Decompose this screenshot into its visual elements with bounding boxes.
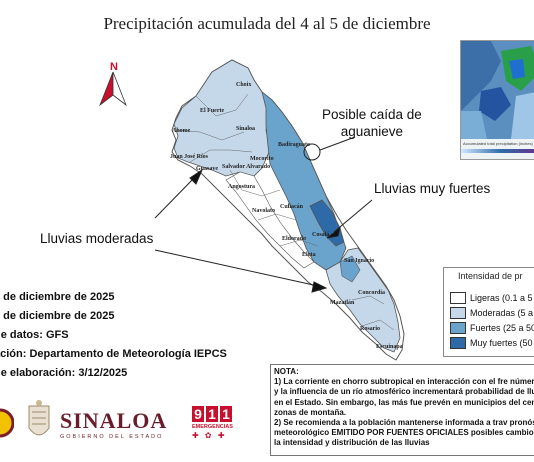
legend-item: Fuertes (25 a 50 bbox=[450, 322, 534, 334]
muni-label: Guasave bbox=[196, 166, 218, 172]
emergency-icons: ✚ ✿ ✚ bbox=[192, 431, 227, 440]
digit-1b: 1 bbox=[220, 406, 232, 422]
legend-label: Ligeras (0.1 a 5 bbox=[470, 293, 533, 303]
legend-swatch bbox=[450, 322, 466, 334]
muni-label: Badiraguato bbox=[278, 142, 310, 148]
muni-label: Eldorado bbox=[282, 236, 306, 242]
inset-map-image bbox=[461, 41, 534, 153]
info-block: 4 de diciembre de 2025 5 de diciembre de… bbox=[0, 288, 227, 383]
muni-label: Ahome bbox=[172, 128, 191, 134]
callout-moderadas: Lluvias moderadas bbox=[40, 231, 154, 246]
info-line-author: ación: Departamento de Meteorología IEPC… bbox=[0, 348, 227, 360]
muni-label: Cosalá bbox=[312, 232, 329, 238]
info-line-end: 5 de diciembre de 2025 bbox=[0, 310, 115, 322]
iepcs-logo bbox=[0, 402, 15, 444]
emergency-label: EMERGENCIAS bbox=[192, 424, 233, 430]
muni-label: Juan José Ríos bbox=[170, 154, 209, 160]
digit-1a: 1 bbox=[206, 406, 218, 422]
note-heading: NOTA: bbox=[274, 367, 299, 376]
legend-swatch bbox=[450, 292, 466, 304]
legend-label: Moderadas (5 a bbox=[470, 308, 534, 318]
legend: Intensidad de pr Ligeras (0.1 a 5 Modera… bbox=[443, 267, 534, 357]
legend-label: Fuertes (25 a 50 bbox=[470, 323, 534, 333]
muni-label: Choix bbox=[236, 82, 251, 88]
inset-precip-map: Accumulated total precipitation (inches) bbox=[460, 40, 534, 160]
muni-label: Mazatlán bbox=[330, 300, 355, 306]
region-strong-south bbox=[339, 255, 361, 283]
region-light-coast bbox=[225, 171, 315, 269]
municipality-labels: El Fuerte Ahome Choix Sinaloa Juan José … bbox=[170, 82, 403, 350]
north-label: N bbox=[110, 61, 118, 73]
muni-label: Rosario bbox=[360, 326, 380, 332]
info-line-start: 4 de diciembre de 2025 bbox=[0, 291, 115, 303]
callout-aguanieve-line2: aguanieve bbox=[340, 124, 404, 139]
aguanieve-marker bbox=[303, 143, 321, 161]
note-box: NOTA: 1) La corriente en chorro subtropi… bbox=[270, 364, 534, 456]
map-title: Precipitación acumulada del 4 al 5 de di… bbox=[103, 14, 431, 33]
sinaloa-logo: SINALOA GOBIERNO DEL ESTADO bbox=[60, 408, 167, 440]
muni-label: San Ignacio bbox=[344, 258, 374, 264]
callout-aguanieve: Posible caída de aguanieve bbox=[322, 106, 422, 140]
coat-of-arms-icon bbox=[26, 398, 52, 446]
muni-label: Salvador Alvarado bbox=[222, 164, 270, 170]
legend-swatch bbox=[450, 337, 466, 349]
emergency-911-logo: 9 1 1 EMERGENCIAS ✚ ✿ ✚ bbox=[192, 406, 234, 444]
muni-label: Angostura bbox=[228, 184, 255, 190]
north-arrow-icon: N bbox=[99, 61, 127, 107]
inset-caption: Accumulated total precipitation (inches) bbox=[463, 141, 533, 146]
legend-label: Muy fuertes (50 bbox=[470, 338, 533, 348]
legend-item: Muy fuertes (50 bbox=[450, 337, 533, 349]
muni-label: Navolato bbox=[252, 208, 275, 214]
callout-aguanieve-line1: Posible caída de bbox=[322, 107, 422, 122]
note-paragraph-2: 2) Se recomienda a la población mantener… bbox=[274, 418, 534, 448]
info-line-source: de datos: GFS bbox=[0, 329, 69, 341]
muni-label: Concordia bbox=[358, 290, 385, 296]
legend-title: Intensidad de pr bbox=[458, 271, 523, 281]
legend-item: Ligeras (0.1 a 5 bbox=[450, 292, 533, 304]
info-line-date: de elaboración: 3/12/2025 bbox=[0, 367, 128, 379]
municipal-borders bbox=[175, 93, 395, 331]
digit-9: 9 bbox=[192, 406, 204, 422]
legend-swatch bbox=[450, 307, 466, 319]
muni-label: El Fuerte bbox=[200, 108, 224, 114]
note-paragraph-1: 1) La corriente en chorro subtropical en… bbox=[274, 377, 534, 417]
sinaloa-wordmark: SINALOA bbox=[60, 408, 168, 433]
callout-muy-fuertes: Lluvias muy fuertes bbox=[374, 181, 491, 196]
muni-label: Culiacán bbox=[280, 204, 304, 210]
sinaloa-subtitle: GOBIERNO DEL ESTADO bbox=[60, 434, 164, 440]
callout-arrows bbox=[154, 136, 373, 293]
muni-label: Elota bbox=[302, 252, 316, 258]
muni-label: Sinaloa bbox=[236, 126, 255, 132]
muni-label: Escuinapa bbox=[376, 344, 403, 350]
region-moderate-north bbox=[173, 59, 271, 177]
muni-label: Mocorito bbox=[250, 156, 274, 162]
legend-item: Moderadas (5 a bbox=[450, 307, 533, 319]
